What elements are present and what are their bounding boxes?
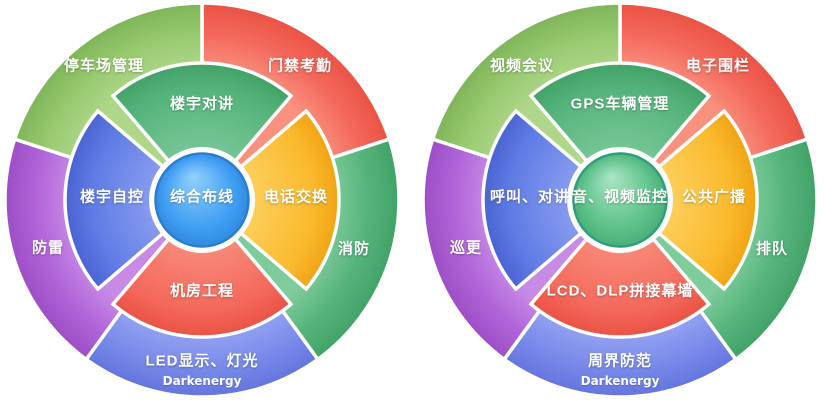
right-ring-diagram-svg — [421, 1, 819, 399]
outer-segment-label: 门禁考勤 — [267, 57, 333, 75]
inner-segment-label: 呼叫、对讲 — [489, 188, 571, 206]
inner-segment-label: 电话交换 — [263, 188, 329, 206]
center-gap-ring — [567, 147, 673, 253]
inner-segment-label: LCD、DLP拼接幕墙 — [546, 282, 694, 300]
watermark-text: Darkenergy — [580, 374, 660, 388]
center-circle — [154, 152, 250, 248]
outer-segment-e — [12, 1, 204, 203]
inner-segment-label: 机房工程 — [169, 282, 235, 300]
inner-segment-label: 楼宇自控 — [79, 188, 145, 206]
outer-segment-e — [430, 1, 622, 203]
right-ring-diagram: 电子围栏 排队 周界防范 巡更 视频会议 GPS车辆管理 公共广播 LCD、DL… — [418, 0, 822, 401]
outer-segment-label: 停车场管理 — [63, 57, 145, 75]
outer-segment-label: LED显示、灯光 — [145, 352, 259, 370]
watermark-text: Darkenergy — [162, 374, 242, 388]
outer-segment-a — [618, 1, 810, 203]
center-circle — [572, 152, 668, 248]
center-label: 音、视频监控 — [571, 188, 669, 206]
outer-segment-label: 消防 — [337, 240, 371, 258]
inner-segment-label: GPS车辆管理 — [570, 95, 670, 113]
left-ring-diagram: 门禁考勤 消防 LED显示、灯光 防雷 停车场管理 楼宇对讲 电话交换 机房工程… — [0, 0, 404, 401]
outer-segment-label: 电子围栏 — [685, 57, 751, 75]
outer-segment-label: 视频会议 — [489, 57, 555, 75]
left-ring-diagram-svg — [3, 1, 401, 399]
outer-segment-label: 巡更 — [449, 239, 483, 257]
outer-segment-label: 周界防范 — [587, 352, 653, 370]
inner-segment-label: 公共广播 — [681, 188, 747, 206]
inner-segment-label: 楼宇对讲 — [169, 95, 235, 113]
outer-segment-a — [200, 1, 392, 203]
outer-segment-label: 防雷 — [31, 239, 65, 257]
center-label: 综合布线 — [169, 188, 235, 206]
outer-segment-label: 排队 — [755, 240, 789, 258]
center-gap-ring — [149, 147, 255, 253]
